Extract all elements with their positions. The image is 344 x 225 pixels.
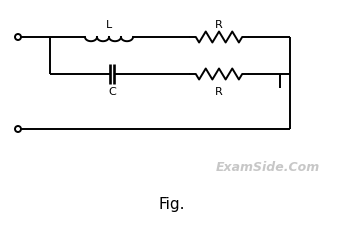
Text: R: R [215, 20, 223, 30]
Text: L: L [106, 20, 112, 30]
Text: R: R [215, 87, 223, 97]
Text: Fig.: Fig. [159, 197, 185, 212]
Text: C: C [108, 87, 116, 97]
Text: ExamSide.Com: ExamSide.Com [216, 161, 320, 174]
